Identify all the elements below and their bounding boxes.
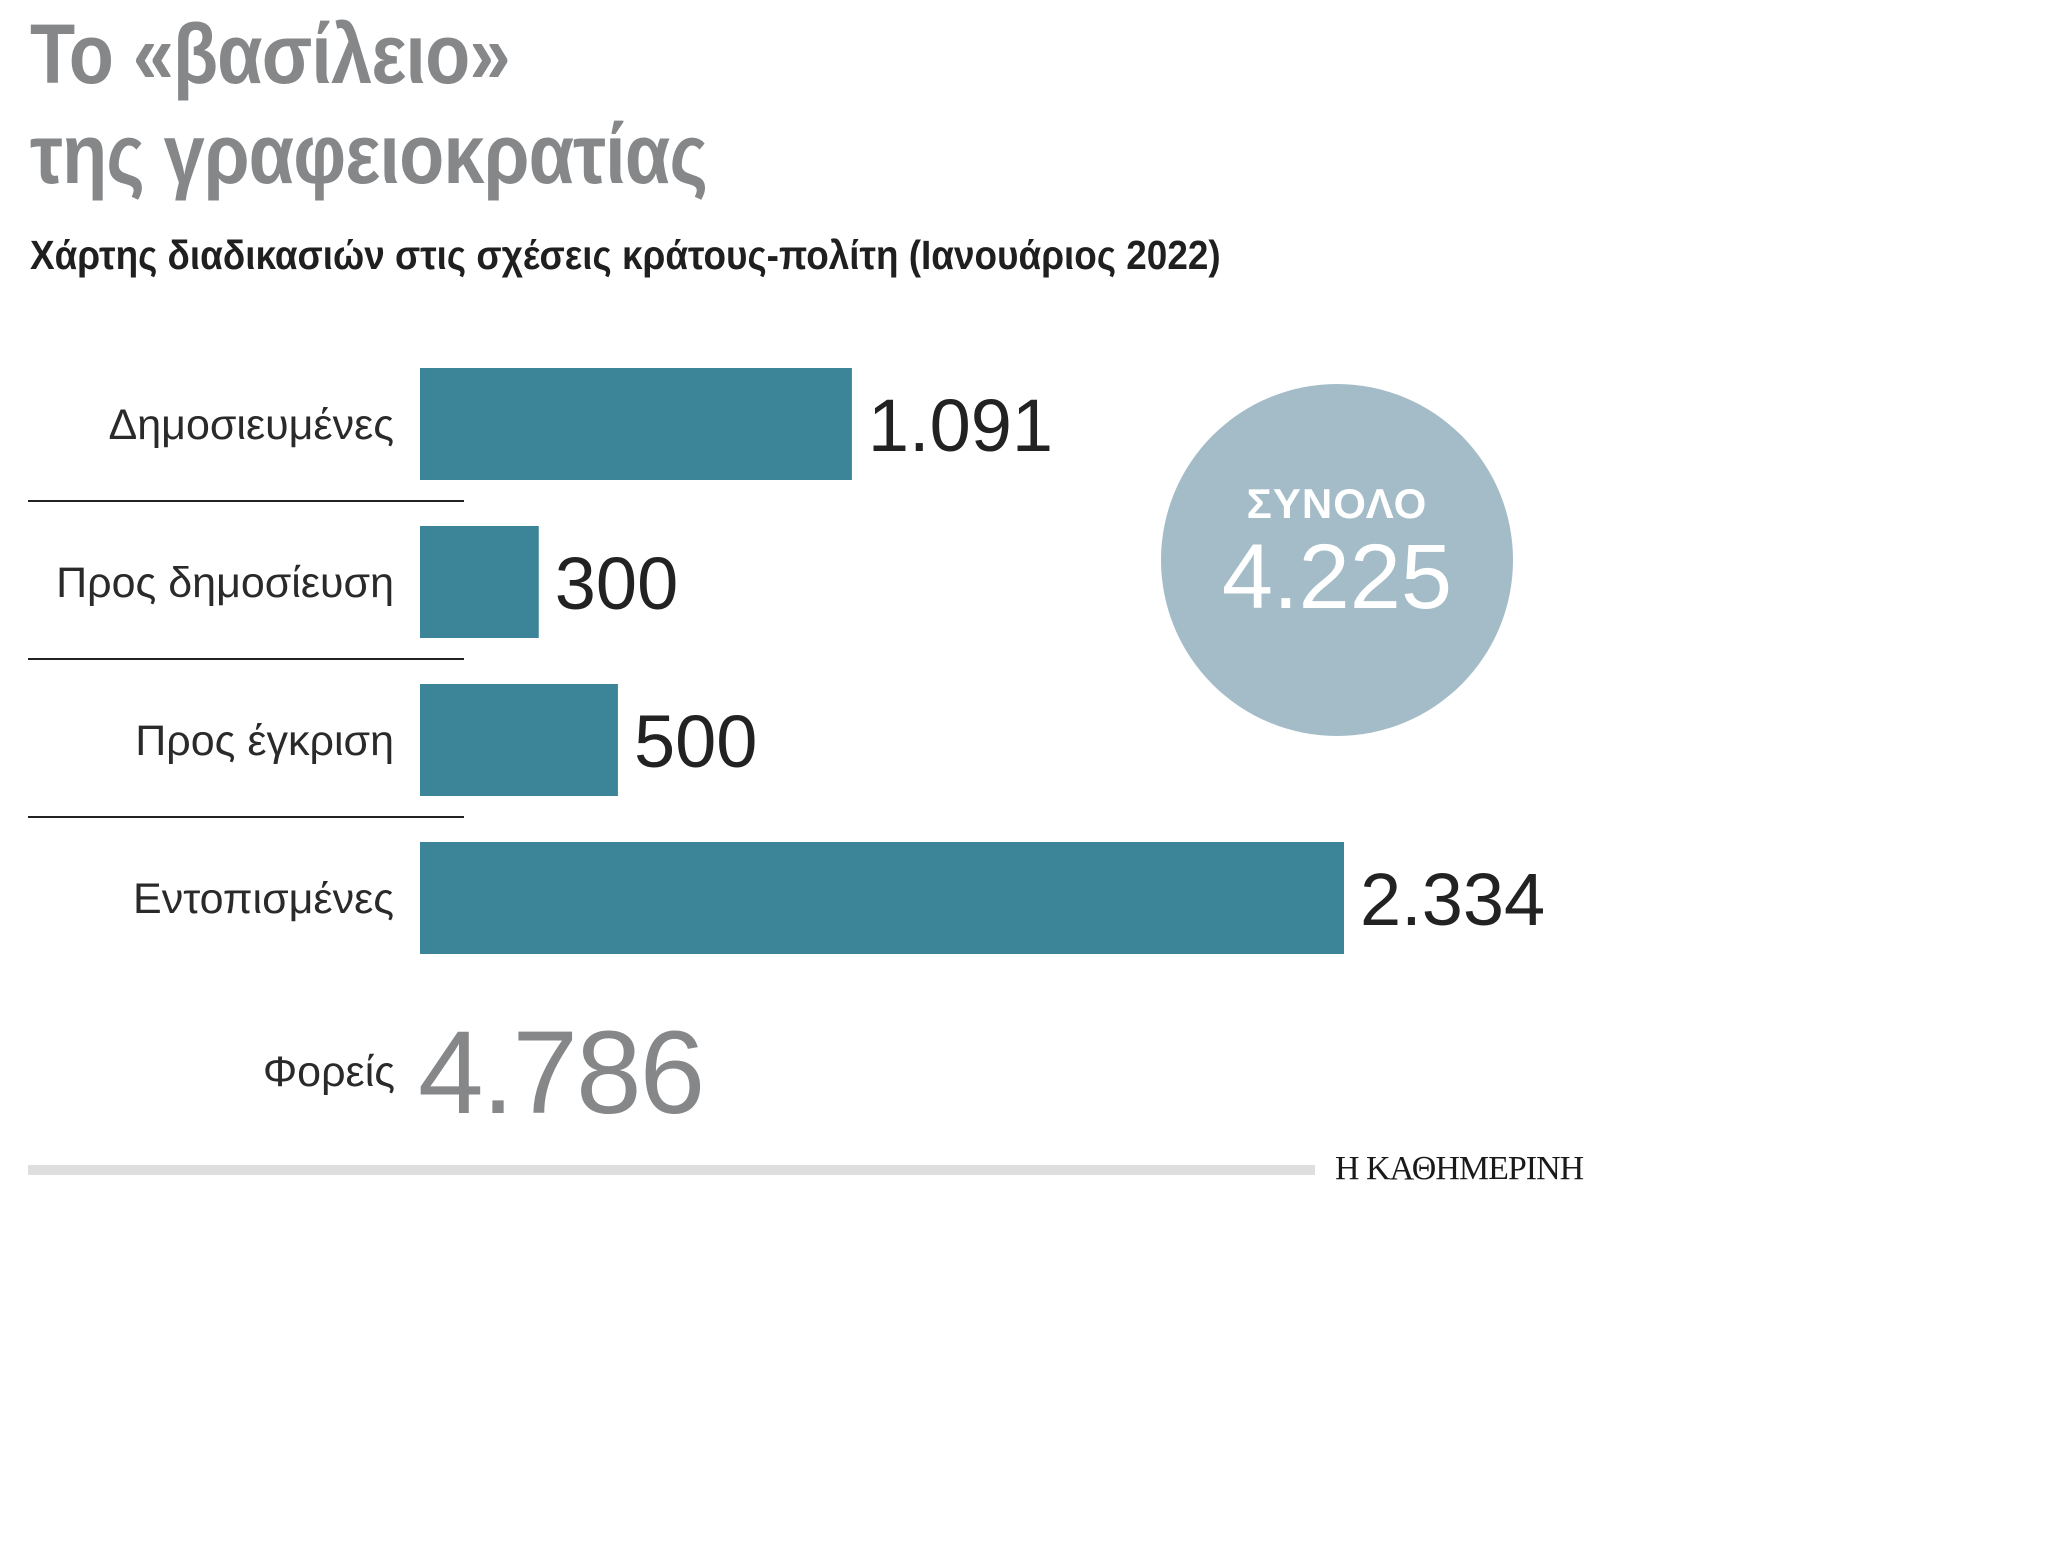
category-label-1: Προς δημοσίευση — [56, 559, 394, 607]
total-label: ΣΥΝΟΛΟ — [1246, 480, 1428, 527]
foreis-label: Φορείς — [262, 1048, 395, 1096]
value-label-3: 2.334 — [1360, 858, 1545, 941]
total-circle — [1161, 384, 1513, 736]
foreis-value: 4.786 — [418, 1007, 705, 1139]
bar-chart: Δημοσιευμένες 1.091 Προς δημοσίευση 300 Προς… — [28, 368, 1545, 954]
value-label-2: 500 — [634, 700, 757, 783]
bar-3 — [420, 842, 1344, 954]
footer-divider — [28, 1165, 1315, 1175]
bar-0 — [420, 368, 852, 480]
value-label-1: 300 — [555, 542, 678, 625]
chart-title-line-2: της γραφειοκρατίας — [30, 107, 708, 201]
value-label-0: 1.091 — [868, 384, 1053, 467]
category-label-3: Εντοπισμένες — [133, 875, 394, 923]
category-label-2: Προς έγκριση — [135, 717, 394, 765]
brand-logo: Η ΚΑΘΗΜΕΡΙΝΗ — [1335, 1150, 1584, 1187]
chart-subtitle: Χάρτης διαδικασιών στις σχέσεις κράτους-… — [30, 232, 1221, 278]
bar-1 — [420, 526, 539, 638]
category-label-0: Δημοσιευμένες — [109, 401, 394, 449]
bar-2 — [420, 684, 618, 796]
chart-title-line-1: Το «βασίλειο» — [30, 7, 511, 101]
total-value: 4.225 — [1221, 526, 1453, 628]
